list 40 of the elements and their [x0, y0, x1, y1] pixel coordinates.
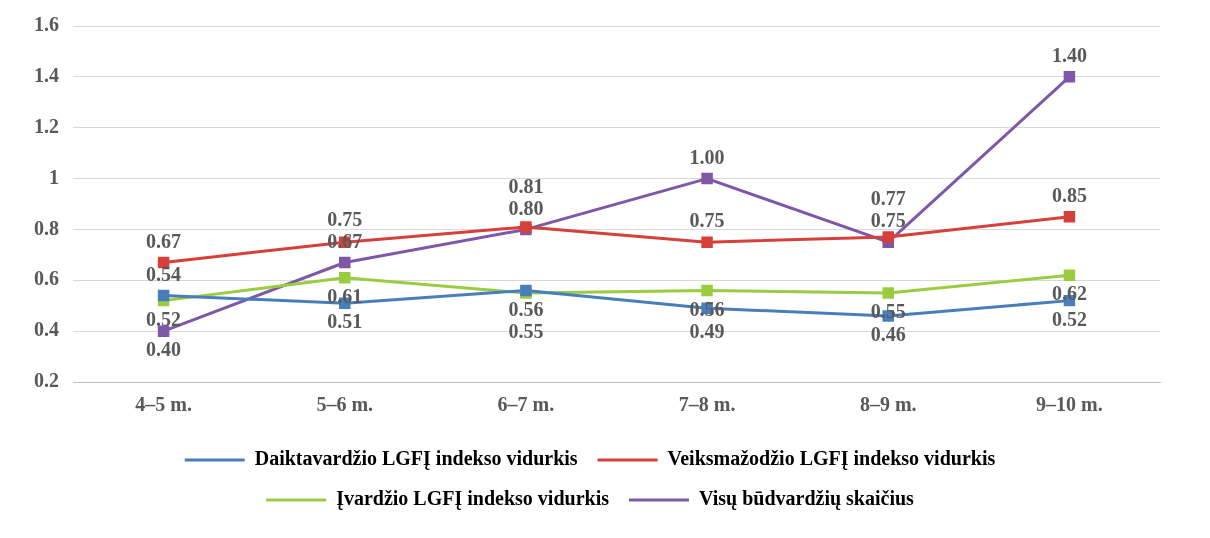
data-label: 0.77	[870, 187, 906, 210]
data-label: 0.52	[146, 307, 182, 330]
x-tick-label: 9–10 m.	[1036, 393, 1103, 416]
data-label: 0.85	[1051, 183, 1087, 206]
x-tick-label: 5–6 m.	[316, 393, 374, 416]
data-label: 0.40	[146, 338, 182, 361]
data-label: 0.75	[327, 207, 363, 230]
data-label: 0.56	[689, 297, 725, 320]
data-label: 0.67	[146, 229, 182, 252]
data-label: 0.75	[870, 209, 906, 232]
legend-label: Visų būdvardžių skaičius	[698, 487, 915, 511]
data-label: 1.00	[689, 145, 725, 168]
data-label: 0.80	[508, 196, 544, 219]
data-label: 0.75	[689, 209, 725, 232]
data-label: 0.67	[327, 229, 363, 252]
y-tick-label: 1.2	[34, 114, 59, 137]
data-label: 0.52	[1051, 307, 1087, 330]
y-tick-label: 0.6	[34, 267, 59, 290]
x-tick-label: 7–8 m.	[678, 393, 736, 416]
data-label: 0.49	[689, 319, 725, 342]
x-tick-label: 6–7 m.	[497, 393, 555, 416]
data-label: 0.54	[146, 262, 182, 285]
y-tick-label: 1.6	[34, 13, 59, 36]
x-tick-label: 8–9 m.	[859, 393, 917, 416]
x-tick-label: 4–5 m.	[135, 393, 192, 416]
data-label: 0.81	[508, 174, 544, 197]
y-tick-label: 0.2	[34, 369, 59, 392]
y-tick-label: 1.4	[34, 64, 59, 87]
y-tick-label: 0.8	[34, 216, 59, 239]
legend-label: Veiksmažodžio LGFĮ indekso vidurkis	[667, 447, 996, 471]
data-label: 0.51	[327, 310, 363, 333]
data-label: 0.56	[508, 297, 544, 320]
data-label: 0.55	[508, 319, 544, 342]
legend-label: Daiktavardžio LGFĮ indekso vidurkis	[254, 447, 578, 471]
data-label: 1.40	[1051, 44, 1087, 67]
y-tick-label: 1	[49, 165, 59, 188]
data-label: 0.46	[870, 323, 906, 346]
y-tick-label: 0.4	[34, 318, 59, 341]
data-label: 0.62	[1051, 282, 1087, 305]
legend-label: Įvardžio LGFĮ indekso vidurkis	[336, 487, 610, 511]
